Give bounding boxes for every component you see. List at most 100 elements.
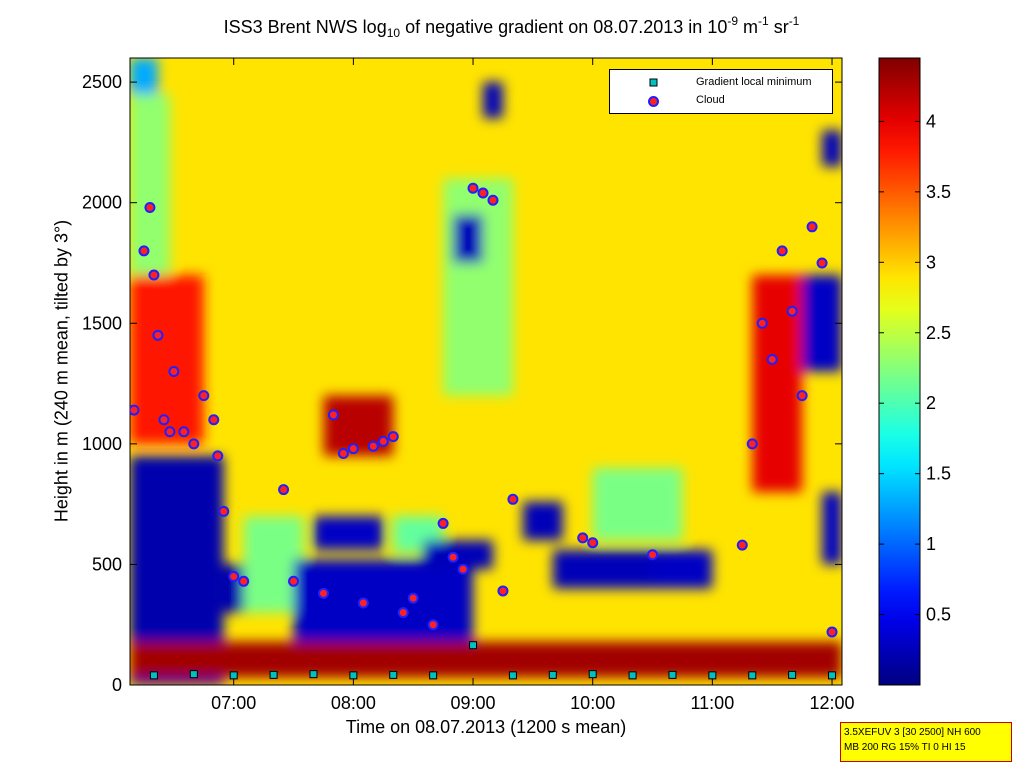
gradient-minimum-marker bbox=[588, 670, 597, 679]
gradient-minimum-marker bbox=[149, 671, 158, 680]
title-sub: 10 bbox=[386, 26, 401, 40]
cloud-marker bbox=[447, 551, 459, 563]
heatmap-patch bbox=[592, 467, 683, 541]
cloud-marker bbox=[228, 570, 240, 582]
cloud-marker bbox=[278, 484, 290, 496]
colorbar-axis: 0.5 1 1.5 2 2.5 3 3.5 4 bbox=[879, 111, 951, 625]
cloud-marker bbox=[178, 426, 190, 438]
cloud-marker bbox=[130, 404, 140, 416]
cloud-marker bbox=[367, 440, 379, 452]
colorbar-tick-label: 3.5 bbox=[926, 182, 951, 202]
cloud-marker bbox=[497, 585, 509, 597]
cloud-marker bbox=[397, 607, 409, 619]
gradient-minimum-marker bbox=[389, 670, 398, 679]
cloud-marker bbox=[457, 563, 469, 575]
x-tick-label: 12:00 bbox=[810, 693, 855, 713]
cloud-marker bbox=[208, 414, 220, 426]
cloud-marker bbox=[357, 597, 369, 609]
heatmap-layer bbox=[130, 58, 842, 685]
legend: Gradient local minimum Cloud bbox=[609, 69, 833, 114]
cloud-marker bbox=[148, 269, 160, 281]
cloud-marker bbox=[238, 575, 250, 587]
parameter-line-2: MB 200 RG 15% TI 0 HI 15 bbox=[844, 742, 966, 753]
cloud-marker bbox=[327, 409, 339, 421]
y-tick-label: 1000 bbox=[82, 434, 122, 454]
cloud-marker bbox=[587, 537, 599, 549]
gradient-minimum-marker bbox=[668, 670, 677, 679]
circle-marker-icon bbox=[648, 96, 659, 107]
cloud-marker bbox=[387, 431, 399, 443]
cloud-marker bbox=[212, 450, 224, 462]
cloud-marker bbox=[826, 626, 838, 638]
heatmap-patch bbox=[443, 178, 513, 396]
cloud-marker bbox=[746, 438, 758, 450]
gradient-minimum-marker bbox=[429, 671, 438, 680]
title-mid2: m bbox=[738, 17, 759, 37]
heatmap-patch bbox=[423, 540, 493, 570]
gradient-minimum-marker bbox=[189, 670, 198, 679]
y-tick-label: 1500 bbox=[82, 313, 122, 333]
colorbar-tick-label: 0.5 bbox=[926, 605, 951, 625]
cloud-marker bbox=[477, 187, 489, 199]
cloud-marker bbox=[487, 194, 499, 206]
legend-label-minimum: Gradient local minimum bbox=[696, 76, 812, 88]
cloud-marker bbox=[164, 426, 176, 438]
y-tick-label: 0 bbox=[112, 675, 122, 695]
cloud-marker bbox=[198, 390, 210, 402]
gradient-minimum-marker bbox=[828, 671, 837, 680]
heatmap-patch bbox=[822, 130, 842, 167]
cloud-marker bbox=[786, 305, 798, 317]
x-axis: 07:00 08:00 09:00 10:00 11:00 12:00 bbox=[211, 58, 855, 713]
cloud-marker bbox=[507, 493, 519, 505]
cloud-marker bbox=[467, 182, 479, 194]
title-sup1: -9 bbox=[727, 14, 739, 28]
gradient-minimum-marker bbox=[748, 671, 757, 680]
y-axis: 0 500 1000 1500 2000 2500 bbox=[82, 72, 842, 695]
heatmap-patch bbox=[552, 549, 653, 589]
heatmap-patch bbox=[313, 516, 384, 550]
colorbar-tick-label: 4 bbox=[926, 111, 936, 131]
cloud-marker bbox=[188, 438, 200, 450]
chart-title: ISS3 Brent NWS log10 of negative gradien… bbox=[0, 14, 1023, 40]
colorbar-tick-label: 3 bbox=[926, 252, 936, 272]
gradient-minimum-marker bbox=[349, 671, 358, 680]
heatmap-patch bbox=[822, 492, 842, 565]
legend-row-minimum: Gradient local minimum bbox=[610, 76, 832, 90]
x-tick-label: 11:00 bbox=[691, 693, 735, 713]
title-mid3: sr bbox=[768, 17, 789, 37]
y-tick-label: 500 bbox=[92, 554, 122, 574]
heatmap-patch bbox=[453, 214, 484, 263]
title-sup3: -1 bbox=[788, 14, 800, 28]
cloud-marker bbox=[168, 366, 180, 377]
colorbar-tick-label: 1 bbox=[926, 534, 936, 554]
cloud-marker bbox=[337, 447, 349, 459]
heatmap-patch bbox=[483, 82, 503, 119]
cloud-marker bbox=[816, 257, 828, 269]
colorbar-tick-label: 1.5 bbox=[926, 464, 951, 484]
x-tick-label: 07:00 bbox=[211, 693, 256, 713]
cloud-marker bbox=[437, 517, 449, 529]
cloud-marker bbox=[427, 619, 439, 631]
gradient-minimum-marker bbox=[508, 671, 517, 680]
colorbar-tick-label: 2 bbox=[926, 393, 936, 413]
gradient-minimum-marker bbox=[309, 670, 318, 679]
marker-layer bbox=[130, 182, 838, 680]
y-tick-label: 2500 bbox=[82, 72, 122, 92]
cloud-marker bbox=[407, 592, 419, 604]
gradient-minimum-marker bbox=[548, 670, 557, 679]
heatmap-patch bbox=[130, 641, 842, 678]
title-sup2: -1 bbox=[758, 14, 769, 28]
gradient-minimum-marker bbox=[229, 671, 238, 680]
cloud-marker bbox=[756, 317, 768, 329]
gradient-minimum-marker bbox=[788, 670, 797, 679]
cloud-marker bbox=[796, 390, 808, 402]
cloud-marker bbox=[152, 329, 164, 341]
heatmap-patch bbox=[130, 94, 170, 288]
cloud-marker bbox=[647, 549, 659, 561]
cloud-marker bbox=[806, 221, 818, 233]
colorbar-tick-label: 2.5 bbox=[926, 323, 951, 343]
x-tick-label: 10:00 bbox=[570, 693, 615, 713]
x-tick-label: 09:00 bbox=[451, 693, 496, 713]
title-prefix: ISS3 Brent NWS log bbox=[223, 17, 387, 37]
